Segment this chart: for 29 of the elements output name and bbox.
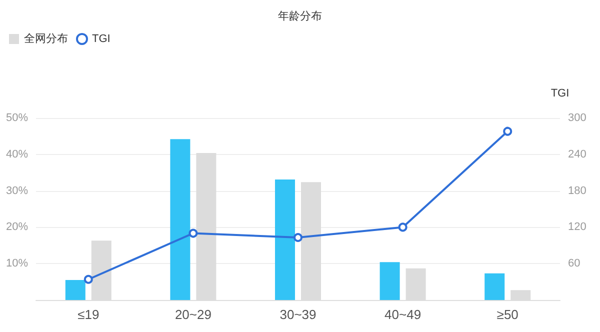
bar (170, 139, 190, 300)
point (188, 228, 198, 238)
x-tick-label: 30~39 (280, 307, 316, 322)
point (503, 126, 512, 136)
y2-tick-label: 180 (568, 184, 586, 197)
bar (65, 280, 86, 300)
legend-label: 全网分布 (24, 33, 68, 45)
x-tick-label: ≤19 (78, 307, 100, 322)
y2-axis-title: TGI (550, 88, 570, 100)
chart-title: 年龄分布 (278, 10, 322, 22)
y2-tick-label: 120 (568, 221, 586, 234)
x-tick-label: 20~29 (174, 307, 212, 322)
legend-label: TGI (92, 33, 110, 45)
bar (484, 273, 505, 300)
y-tick-label: 50% (6, 112, 28, 124)
point (84, 274, 93, 284)
point (294, 233, 302, 242)
y-tick-label: 40% (6, 148, 28, 160)
y2-tick-label: 240 (568, 148, 586, 160)
x-tick-label: ≥50 (496, 307, 518, 322)
y2-tick-label: 60 (568, 258, 580, 270)
y-tick-label: 20% (6, 221, 28, 234)
y-tick-label: 30% (6, 184, 28, 197)
bar (275, 180, 295, 300)
bar (380, 262, 400, 300)
x-tick-label: 40~49 (384, 307, 422, 322)
y-tick-label: 10% (6, 258, 28, 270)
point (398, 222, 408, 232)
y2-tick-label: 300 (568, 112, 586, 124)
